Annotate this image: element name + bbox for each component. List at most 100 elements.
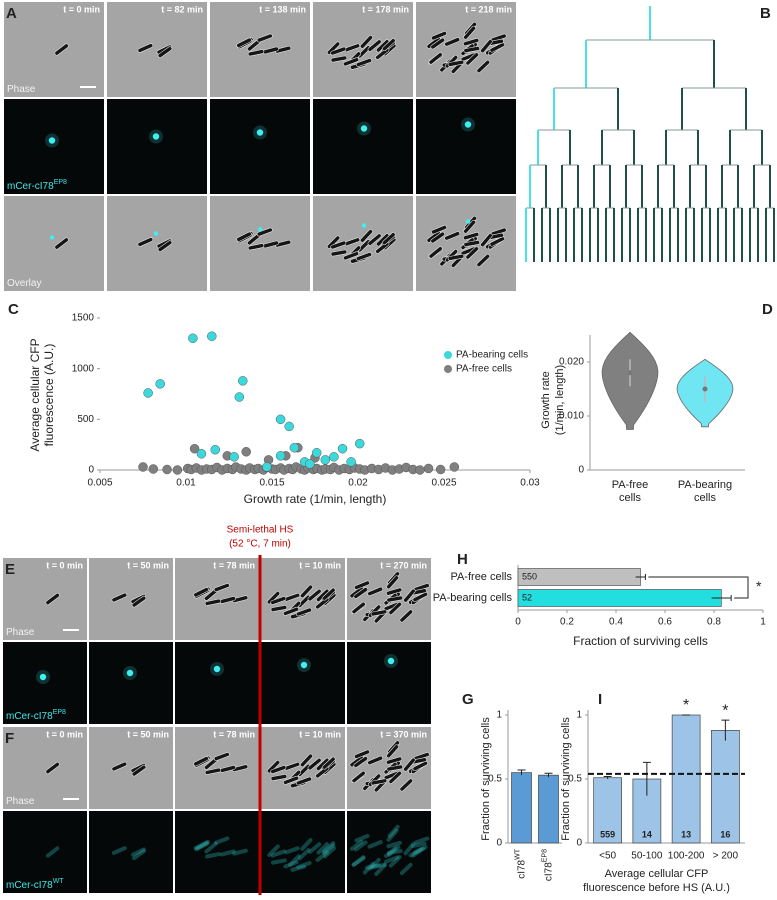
micrograph-tile [175,811,259,893]
panel-label: B [760,5,771,22]
cell [131,595,147,608]
cell [465,52,479,66]
micrograph-tile [416,196,516,291]
cell [480,233,493,248]
tile-background [313,2,413,97]
x-axis-label: fluorescence before HS (A.U.) [583,882,730,894]
row-label: mCer-cI78EP8 [6,709,66,722]
x-tick-label: 0.8 [707,617,721,628]
cell [386,828,399,842]
cell [307,588,322,602]
cell [387,824,400,838]
cell [343,251,359,261]
tile-background [3,811,87,893]
cell [463,232,480,241]
scatter-point [415,465,425,475]
cell [220,849,236,857]
cell [111,846,127,855]
micrograph-tile [347,811,431,893]
micrograph-tile [3,558,87,640]
error-bar [642,761,651,796]
cell [232,848,248,856]
aggregate-glow [253,125,267,140]
micrograph-tile [4,2,104,97]
aggregate-glow [357,121,371,136]
cell [247,243,265,251]
y-tick-label: 0.5 [488,774,502,785]
polar-aggregate [213,665,221,673]
violin-median [702,386,708,392]
cell [194,841,210,852]
cell [323,846,336,859]
time-label: t = 78 min [213,729,255,739]
scatter-point [238,376,248,386]
time-label: t = 50 min [127,560,169,570]
cell [355,58,372,67]
cell [476,254,490,267]
x-tick-label: 0.4 [609,617,623,628]
panel-label: E [5,561,15,578]
y-tick-label: 0 [578,465,584,476]
cell [428,246,443,259]
category-label: PA-free cells [450,571,512,583]
tile-background [89,642,173,724]
micrograph-tile [4,99,104,194]
time-label: t = 0 min [46,729,83,739]
cell [236,37,252,48]
micrograph-tile [313,2,413,97]
cell [370,778,388,786]
aggregate-glow [36,670,50,684]
row-label: mCer-cI78WT [6,878,64,891]
cell [54,237,69,250]
bar [517,589,722,607]
cell [447,59,465,67]
cell [463,38,480,47]
cell [111,592,128,603]
x-tick-label: cells [694,492,717,504]
scatter-point [435,464,446,475]
cell [111,761,128,772]
micrograph-tile [3,811,87,893]
row-label-text: Overlay [7,278,41,289]
cell [295,776,312,786]
tile-background [175,642,259,724]
aggregate-glow [123,666,137,680]
bar [538,774,559,844]
cell [300,838,313,851]
cell [367,586,384,596]
polar-aggregate [256,129,264,136]
bar [593,777,622,844]
row-label-text: mCer-cI78 [6,711,53,722]
micrograph-tile [4,196,104,291]
cell [330,46,347,56]
scatter-point [172,465,183,475]
row-label-text: Phase [7,84,36,95]
legend-marker [444,351,452,359]
cell [384,855,400,864]
cell [283,775,299,785]
cell [367,233,382,246]
cell [412,760,428,771]
y-tick-label: 1 [576,710,582,721]
tile-background [89,811,173,893]
row-label-superscript: EP8 [54,179,67,186]
tile-background [4,196,104,291]
scatter-point [234,392,245,402]
cell [343,57,359,67]
cell [383,846,398,859]
cell [463,240,480,247]
heat-shock-condition: (52 °C, 7 min) [229,539,291,550]
heat-shock-title: Semi-lethal HS [227,525,294,536]
scatter-point [148,464,159,474]
tile-background [347,811,431,893]
tile-background [261,811,345,893]
scatter-point [241,447,251,457]
category-superscript: EP8 [541,849,548,862]
violin-median [627,370,633,376]
cell [193,587,209,598]
cell [300,584,313,599]
polar-aggregate [152,133,160,140]
cell [354,749,370,759]
cell [465,246,479,260]
count-label: 559 [600,829,615,839]
